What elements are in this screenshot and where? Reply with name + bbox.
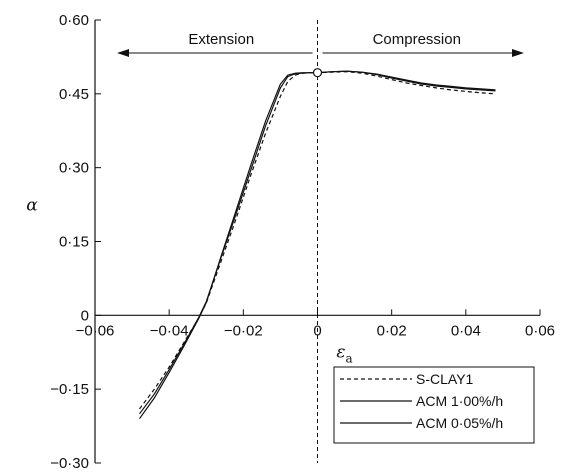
y-axis-label: α: [26, 196, 38, 216]
series-line-2: [139, 70, 496, 415]
legend-label-1: S-CLAY1: [416, 371, 474, 387]
series-group: [139, 70, 496, 420]
x-tick-label: 0·04: [451, 322, 481, 339]
x-tick-label: −0·04: [150, 322, 189, 339]
initial-point-marker: [312, 68, 323, 78]
y-tick-label: 0·45: [59, 86, 89, 103]
x-axis-label-subscript: a: [345, 351, 352, 365]
y-tick-label: 0·30: [59, 160, 89, 177]
legend: S-CLAY1 ACM 1·00%/h ACM 0·05%/h: [333, 366, 535, 444]
y-tick-label: −0·30: [50, 455, 89, 472]
compression-label: Compression: [373, 31, 461, 48]
x-ticks: −0·06 −0·04 −0·02 0 0·02 0·04 0·06: [76, 309, 555, 339]
x-tick-label: 0·02: [377, 322, 407, 339]
y-tick-label: 0·15: [59, 234, 89, 251]
series-line-3: [139, 70, 496, 420]
extension-arrowhead: [117, 49, 129, 57]
legend-label-2: ACM 1·00%/h: [416, 393, 503, 409]
x-tick-label: −0·02: [224, 322, 263, 339]
y-tick-label: 0: [81, 307, 89, 324]
y-tick-label: 0·60: [59, 12, 89, 29]
x-axis-label-symbol: ε: [336, 342, 345, 362]
legend-label-3: ACM 0·05%/h: [416, 415, 503, 431]
direction-arrows: Extension Compression: [117, 31, 524, 57]
series-line-1: [139, 71, 496, 410]
y-ticks: −0·30 −0·15 0 0·15 0·30 0·45 0·60: [50, 12, 101, 472]
x-axis-label: εa: [336, 342, 352, 365]
legend-box: [333, 366, 535, 444]
y-tick-label: −0·15: [50, 381, 89, 398]
x-tick-label: 0·06: [525, 322, 555, 339]
x-tick-label: 0: [313, 322, 321, 339]
x-tick-label: −0·06: [76, 322, 115, 339]
compression-arrowhead: [512, 49, 524, 57]
extension-label: Extension: [188, 31, 254, 48]
